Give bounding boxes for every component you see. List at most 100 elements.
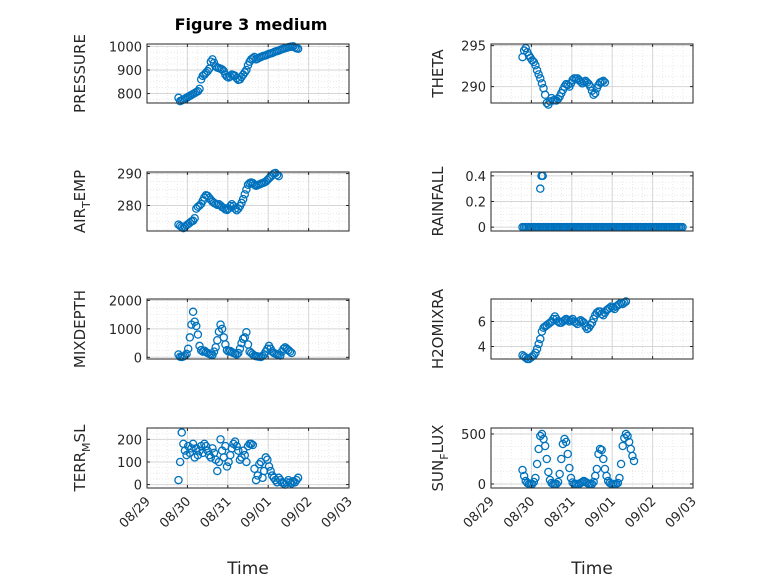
x-axis-label: Time (570, 559, 613, 579)
subplot-sun: 0 500 SUNFLUX 08/29 08/30 08/31 09/01 09/02 09/0… (429, 425, 700, 579)
data-point (248, 440, 258, 450)
y-axis-label: THETA (429, 49, 447, 99)
data-point (242, 457, 251, 467)
x-tick-label: 09/03 (319, 494, 356, 531)
data-point (240, 190, 250, 199)
data-point (259, 466, 269, 476)
data-point (616, 459, 626, 469)
data-point (537, 79, 547, 88)
y-tick-label: 290 (117, 168, 142, 183)
data-point (519, 471, 529, 481)
data-point (221, 340, 230, 349)
data-point (222, 462, 232, 471)
data-point (623, 431, 632, 441)
data-point (230, 437, 240, 446)
x-tick-label: 09/01 (238, 494, 275, 531)
x-tick-label: 08/31 (542, 494, 579, 531)
subplot-terr: 0 100 200 TERRMSL 08/29 08/30 08/31 09/01 09/02 0… (71, 424, 356, 579)
data-point (536, 184, 545, 193)
data-point (532, 65, 542, 75)
y-tick-label: 295 (461, 40, 486, 55)
data-point (537, 429, 547, 439)
data-point (242, 65, 251, 75)
data-point (217, 324, 227, 334)
subplot-rainfall: 0 0.2 0.4 RAINFALL (429, 166, 694, 236)
data-point (213, 466, 222, 476)
data-point (238, 446, 248, 455)
data-point (192, 321, 201, 331)
data-point (225, 201, 235, 211)
axes-box (146, 43, 350, 104)
data-point (529, 477, 539, 487)
data-point (193, 450, 203, 460)
y-tick-label: 1000 (109, 323, 142, 338)
data-point (589, 477, 598, 487)
data-point (234, 446, 243, 455)
y-tick-label: 0 (478, 478, 486, 493)
y-tick-label: 4 (478, 341, 486, 356)
data-point (193, 86, 203, 96)
data-point (242, 185, 251, 194)
y-tick-label: 500 (461, 428, 486, 443)
y-axis-label: TERRMSL (71, 424, 93, 493)
x-tick-label: 08/29 (117, 494, 154, 531)
data-point (590, 88, 600, 98)
data-point (261, 453, 271, 462)
data-point (597, 445, 606, 455)
data-point (532, 459, 542, 469)
y-tick-label: 2000 (109, 294, 142, 309)
x-tick-label: 08/30 (157, 494, 194, 531)
data-point (240, 333, 250, 342)
x-axis-label: Time (226, 559, 269, 579)
y-tick-label: 900 (117, 64, 142, 79)
data-point (589, 90, 598, 100)
data-point (557, 454, 566, 464)
x-tick-label: 08/29 (461, 494, 498, 531)
data-point (536, 74, 545, 83)
y-tick-label: 1000 (109, 40, 142, 55)
data-point (602, 471, 611, 481)
data-point (621, 297, 631, 306)
y-tick-label: 0.2 (465, 196, 486, 211)
y-tick-label: 0 (134, 479, 142, 494)
x-tick-label: 09/02 (622, 494, 659, 531)
data-point (576, 77, 585, 86)
data-point (531, 61, 540, 70)
y-axis-label: PRESSURE (71, 34, 89, 113)
data-point (188, 307, 198, 317)
data-point (190, 213, 199, 223)
data-point (190, 317, 199, 326)
y-tick-label: 6 (478, 316, 486, 331)
data-point (238, 334, 248, 344)
data-point (560, 315, 569, 325)
data-point (568, 75, 577, 85)
subplot-h2omixra: 4 6 H2OMIXRA (429, 288, 694, 369)
data-point (208, 444, 217, 453)
data-point (534, 339, 543, 349)
data-point (540, 441, 550, 451)
y-tick-label: 0.4 (465, 170, 486, 185)
data-point (216, 320, 225, 329)
y-axis-label: MIXDEPTH (71, 290, 89, 368)
data-point (574, 317, 584, 326)
data-point (534, 70, 543, 79)
axes-box (146, 427, 350, 489)
chart-title: Figure 3 medium (175, 15, 328, 34)
y-axis-label: SUNFLUX (429, 425, 451, 492)
data-point (238, 194, 248, 204)
axes-box (490, 298, 694, 360)
data-point (292, 475, 301, 485)
data-point (599, 76, 608, 86)
data-point (595, 444, 605, 454)
data-point (185, 448, 195, 458)
data-point (230, 204, 240, 213)
data-point (592, 464, 602, 474)
data-point (531, 473, 540, 483)
data-point (266, 466, 275, 476)
data-point (250, 464, 259, 474)
data-point (200, 439, 209, 449)
data-point (174, 475, 183, 485)
data-point (240, 68, 250, 77)
